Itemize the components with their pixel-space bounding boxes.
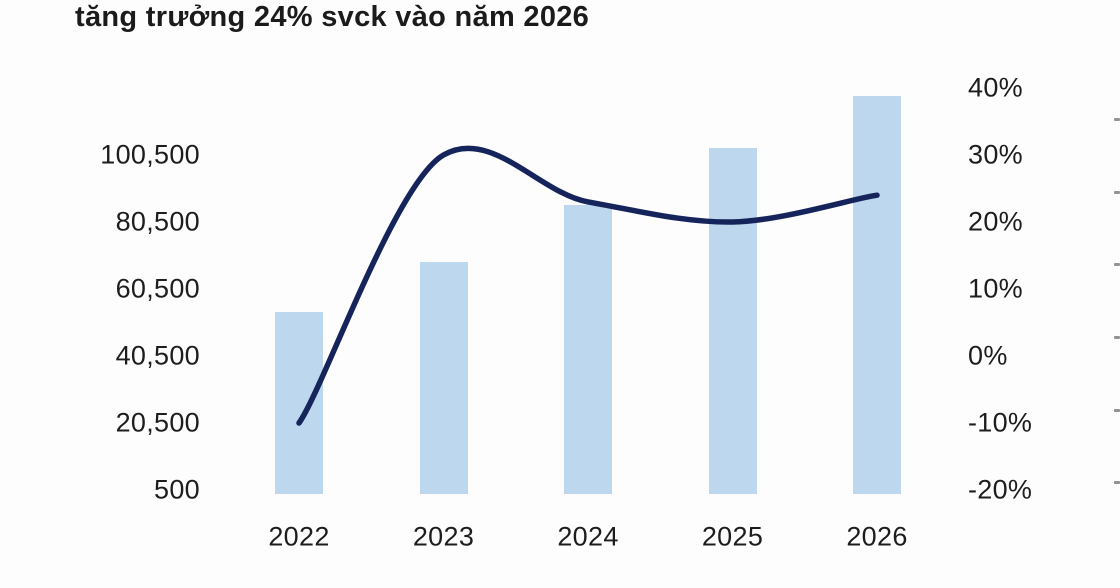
edge-tick-mark <box>1114 481 1120 484</box>
left-axis-tick-label: 20,500 <box>115 407 200 438</box>
x-axis-year-label: 2025 <box>701 521 764 552</box>
growth-line-path <box>296 145 880 426</box>
right-axis-tick-label: 40% <box>968 72 1023 103</box>
right-axis-tick-label: 20% <box>968 206 1023 237</box>
edge-tick-mark <box>1114 191 1120 194</box>
x-axis-year-label: 2024 <box>557 521 619 552</box>
x-axis-year-label: 2026 <box>846 521 908 552</box>
edge-tick-mark <box>1114 263 1120 266</box>
bar-2026 <box>853 96 901 494</box>
right-axis-tick-label: -10% <box>968 407 1033 438</box>
bar-2024 <box>564 205 612 495</box>
bar-2025 <box>708 148 757 494</box>
right-axis-tick-label: 10% <box>968 273 1023 304</box>
edge-tick-mark <box>1114 336 1120 339</box>
chart-title: tăng trưởng 24% svck vào năm 2026 <box>75 1 590 33</box>
edge-tick-mark <box>1114 409 1120 412</box>
x-axis-year-label: 2023 <box>412 521 475 552</box>
edge-tick-mark <box>1114 118 1120 121</box>
left-axis-tick-label: 100,500 <box>100 139 200 170</box>
left-axis-tick-label: 60,500 <box>115 273 200 304</box>
bar-2022 <box>275 312 323 494</box>
right-axis-tick-label: 0% <box>968 340 1008 371</box>
left-axis-tick-label: 500 <box>154 474 200 505</box>
right-axis-tick-label: -20% <box>968 474 1033 505</box>
left-axis-tick-label: 80,500 <box>115 206 200 237</box>
x-axis-year-label: 2022 <box>268 521 330 552</box>
left-axis-tick-label: 40,500 <box>115 340 200 371</box>
bar-2023 <box>419 262 468 494</box>
right-axis-tick-label: 30% <box>968 139 1023 170</box>
